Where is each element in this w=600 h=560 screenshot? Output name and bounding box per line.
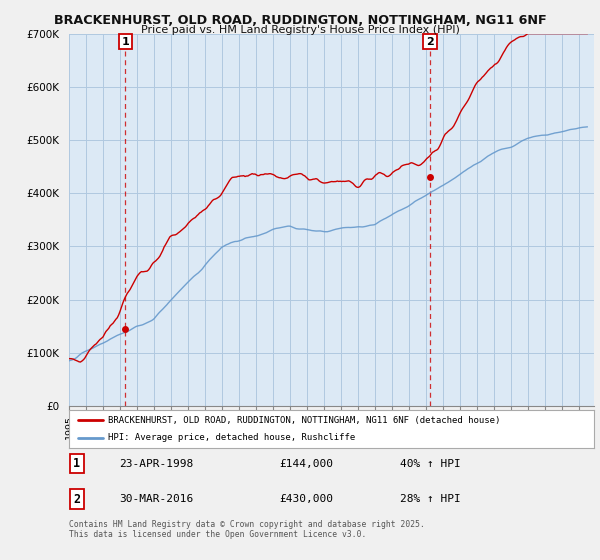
Text: 40% ↑ HPI: 40% ↑ HPI: [400, 459, 461, 469]
Text: Contains HM Land Registry data © Crown copyright and database right 2025.
This d: Contains HM Land Registry data © Crown c…: [69, 520, 425, 539]
Text: £144,000: £144,000: [279, 459, 333, 469]
Text: 30-MAR-2016: 30-MAR-2016: [119, 494, 193, 504]
Text: £430,000: £430,000: [279, 494, 333, 504]
Text: 28% ↑ HPI: 28% ↑ HPI: [400, 494, 461, 504]
Text: BRACKENHURST, OLD ROAD, RUDDINGTON, NOTTINGHAM, NG11 6NF: BRACKENHURST, OLD ROAD, RUDDINGTON, NOTT…: [53, 14, 547, 27]
Text: BRACKENHURST, OLD ROAD, RUDDINGTON, NOTTINGHAM, NG11 6NF (detached house): BRACKENHURST, OLD ROAD, RUDDINGTON, NOTT…: [109, 416, 501, 424]
Text: 1: 1: [121, 36, 129, 46]
Text: 23-APR-1998: 23-APR-1998: [119, 459, 193, 469]
Text: HPI: Average price, detached house, Rushcliffe: HPI: Average price, detached house, Rush…: [109, 433, 356, 442]
Text: 2: 2: [73, 493, 80, 506]
Text: 2: 2: [426, 36, 434, 46]
Text: 1: 1: [73, 457, 80, 470]
Text: Price paid vs. HM Land Registry's House Price Index (HPI): Price paid vs. HM Land Registry's House …: [140, 25, 460, 35]
